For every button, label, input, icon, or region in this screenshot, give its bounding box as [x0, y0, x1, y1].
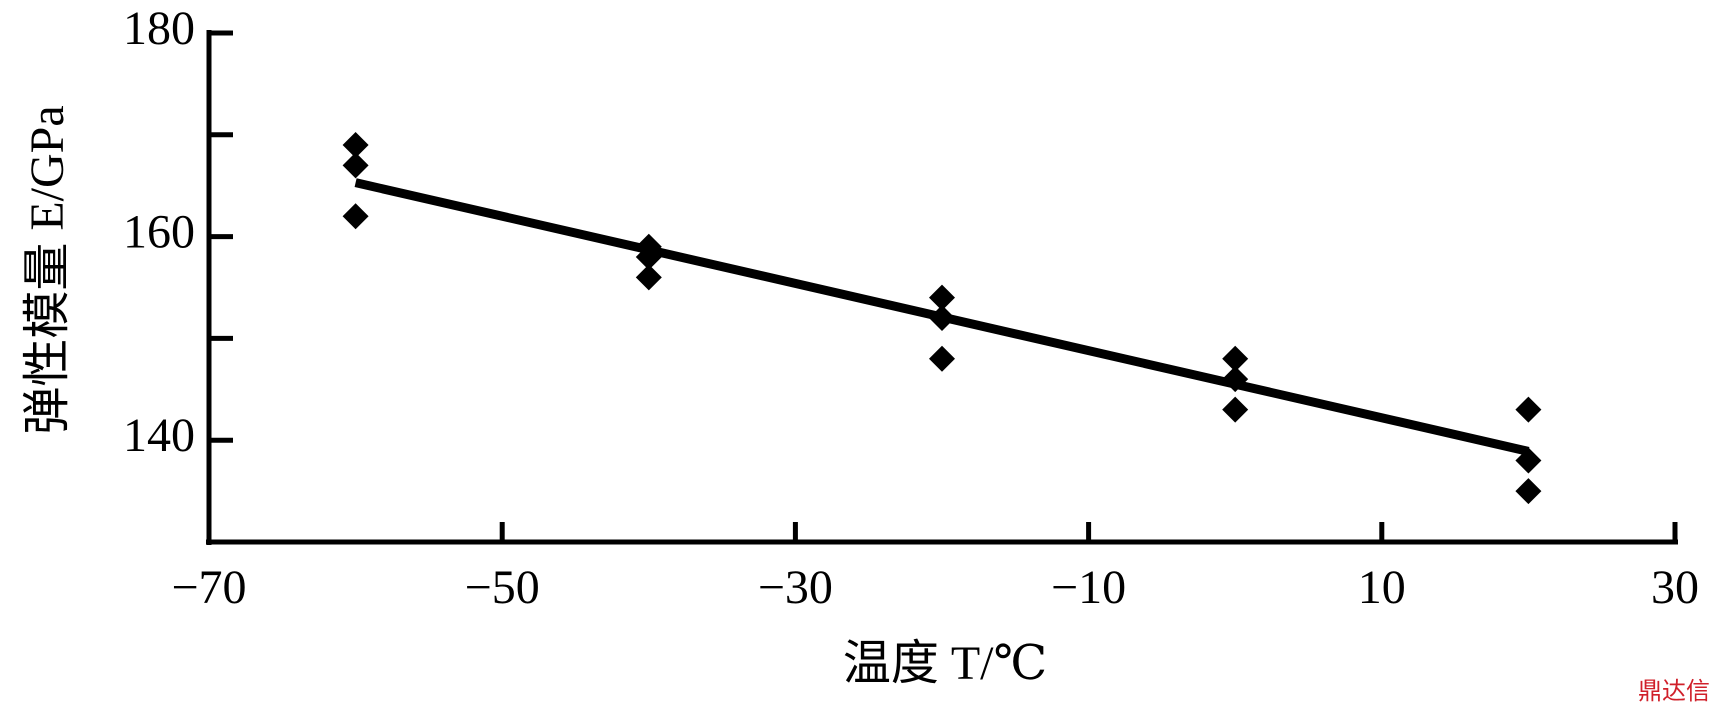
- data-point: [635, 264, 662, 291]
- x-tick-label: 30: [1651, 561, 1699, 614]
- y-axis-label: 弹性模量 E/GPa: [21, 105, 74, 434]
- data-point: [342, 152, 369, 179]
- data-point: [929, 345, 955, 372]
- x-axis-label: 温度 T/℃: [843, 637, 1047, 690]
- data-point: [342, 203, 369, 230]
- data-point: [635, 243, 662, 270]
- data-point: [342, 131, 369, 158]
- x-tick-label: −30: [758, 561, 833, 614]
- data-point: [1222, 345, 1249, 372]
- data-point: [929, 284, 955, 311]
- x-tick-label: −10: [1051, 561, 1126, 614]
- y-tick-label: 180: [123, 2, 195, 55]
- x-tick-label: −50: [465, 561, 540, 614]
- data-point: [1222, 396, 1249, 423]
- watermark: 鼎达信: [1638, 677, 1710, 705]
- x-tick-label: 10: [1358, 561, 1406, 614]
- data-point: [1222, 366, 1249, 393]
- x-tick-label: −70: [171, 561, 246, 614]
- data-point: [1515, 478, 1542, 505]
- data-point: [1515, 396, 1542, 423]
- data-point: [929, 305, 955, 332]
- y-tick-label: 140: [123, 409, 195, 462]
- data-point: [1515, 447, 1542, 474]
- y-tick-label: 160: [123, 206, 195, 259]
